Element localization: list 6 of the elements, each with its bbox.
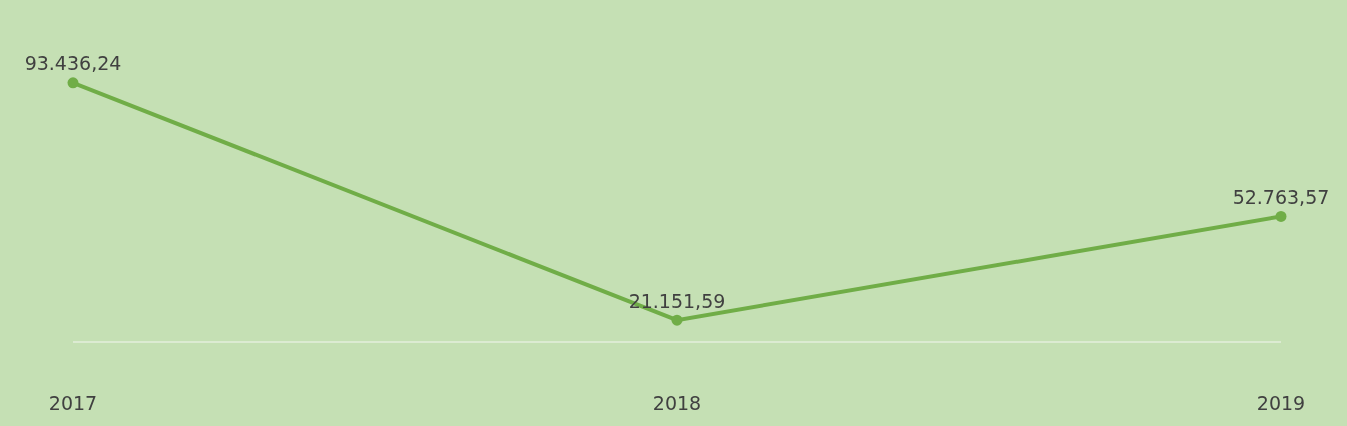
x-tick-label: 2019 bbox=[1256, 391, 1306, 414]
x-tick-label: 2017 bbox=[48, 391, 98, 414]
data-label: 52.763,57 bbox=[1232, 185, 1330, 208]
data-label: 93.436,24 bbox=[24, 52, 122, 75]
x-tick-label: 2018 bbox=[652, 391, 702, 414]
data-label: 21.151,59 bbox=[628, 289, 726, 312]
